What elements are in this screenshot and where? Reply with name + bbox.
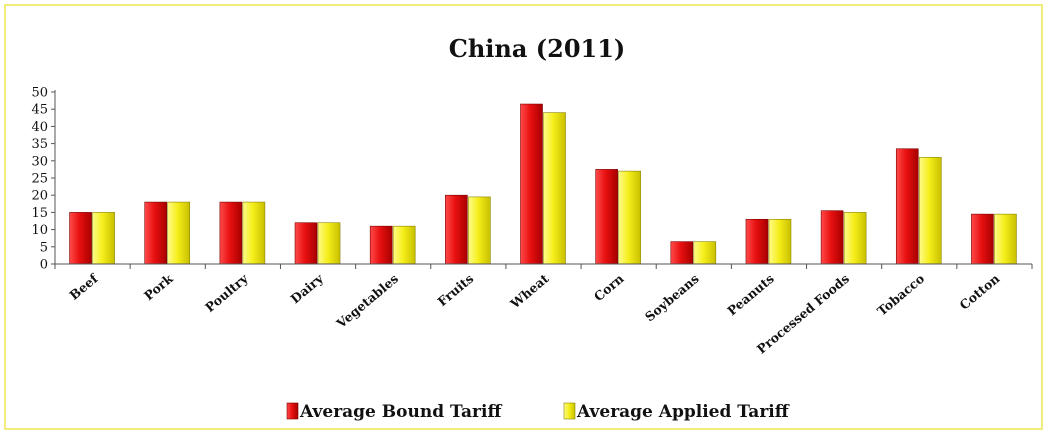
bar-applied-processed-foods: [843, 212, 867, 265]
legend-swatch-bound: [286, 402, 299, 420]
y-tick-label: 35: [31, 137, 48, 152]
y-tick-label: 40: [31, 120, 48, 135]
bar-bound-tobacco: [895, 148, 919, 265]
bar-bound-soybeans: [670, 241, 694, 265]
x-tick-label: Soybeans: [642, 271, 702, 325]
y-axis: 0 5 10 15 20 25 30 35 40 45 50: [31, 86, 56, 273]
y-tick-label: 5: [40, 240, 48, 255]
legend: Average Bound Tariff Average Applied Tar…: [286, 402, 790, 422]
bar-bound-wheat: [520, 103, 543, 265]
bar-applied-pork: [167, 201, 191, 265]
bar-applied-soybeans: [693, 241, 717, 265]
y-tick-label: 0: [40, 258, 48, 273]
x-tick-label: Tobacco: [874, 271, 927, 319]
x-tick-label: Cotton: [957, 271, 1003, 313]
x-tick-label: Peanuts: [724, 271, 777, 319]
x-tick-label: Dairy: [288, 270, 327, 306]
y-tick-label: 50: [31, 86, 48, 101]
bar-applied-tobacco: [918, 157, 942, 265]
legend-label-bound: Average Bound Tariff: [299, 402, 502, 422]
y-tick-label: 20: [31, 189, 48, 204]
x-tick-label: Corn: [591, 271, 627, 304]
x-tick-label: Wheat: [507, 271, 552, 312]
chart-title: China (2011): [449, 34, 626, 63]
y-tick-label: 45: [31, 103, 48, 118]
bar-applied-cotton: [994, 213, 1017, 265]
bar-bound-poultry: [219, 201, 243, 265]
bar-bound-pork: [144, 201, 168, 265]
bar-bound-peanuts: [745, 218, 769, 265]
bar-applied-vegetables: [392, 225, 416, 265]
bar-bound-corn: [595, 169, 618, 265]
bar-applied-peanuts: [768, 218, 792, 265]
bar-bound-dairy: [294, 222, 318, 265]
bar-applied-poultry: [242, 201, 266, 265]
bar-bound-beef: [69, 212, 92, 265]
bar-applied-wheat: [543, 112, 566, 265]
x-axis: Beef Pork Poultry Dairy Vegetables Fruits Whea…: [54, 263, 1033, 357]
x-tick-label: Beef: [66, 270, 101, 303]
bars-group: [69, 103, 1017, 265]
x-tick-label: Poultry: [202, 270, 251, 315]
x-tick-label: Vegetables: [333, 271, 401, 332]
y-tick-label: 25: [31, 172, 48, 187]
bar-applied-fruits: [468, 196, 491, 265]
bar-bound-cotton: [971, 213, 994, 265]
bar-applied-dairy: [317, 222, 341, 265]
x-tick-label: Pork: [141, 271, 176, 304]
bar-applied-beef: [92, 212, 115, 265]
legend-label-applied: Average Applied Tariff: [576, 402, 790, 422]
legend-swatch-applied: [563, 402, 576, 420]
x-tick-label: Fruits: [435, 271, 477, 309]
y-tick-label: 10: [31, 223, 48, 238]
y-tick-label: 30: [31, 154, 48, 169]
bar-bound-vegetables: [369, 225, 393, 265]
y-tick-label: 15: [31, 206, 48, 221]
bar-applied-corn: [618, 170, 641, 265]
bar-bound-fruits: [445, 194, 468, 265]
bar-bound-processed-foods: [820, 210, 844, 265]
